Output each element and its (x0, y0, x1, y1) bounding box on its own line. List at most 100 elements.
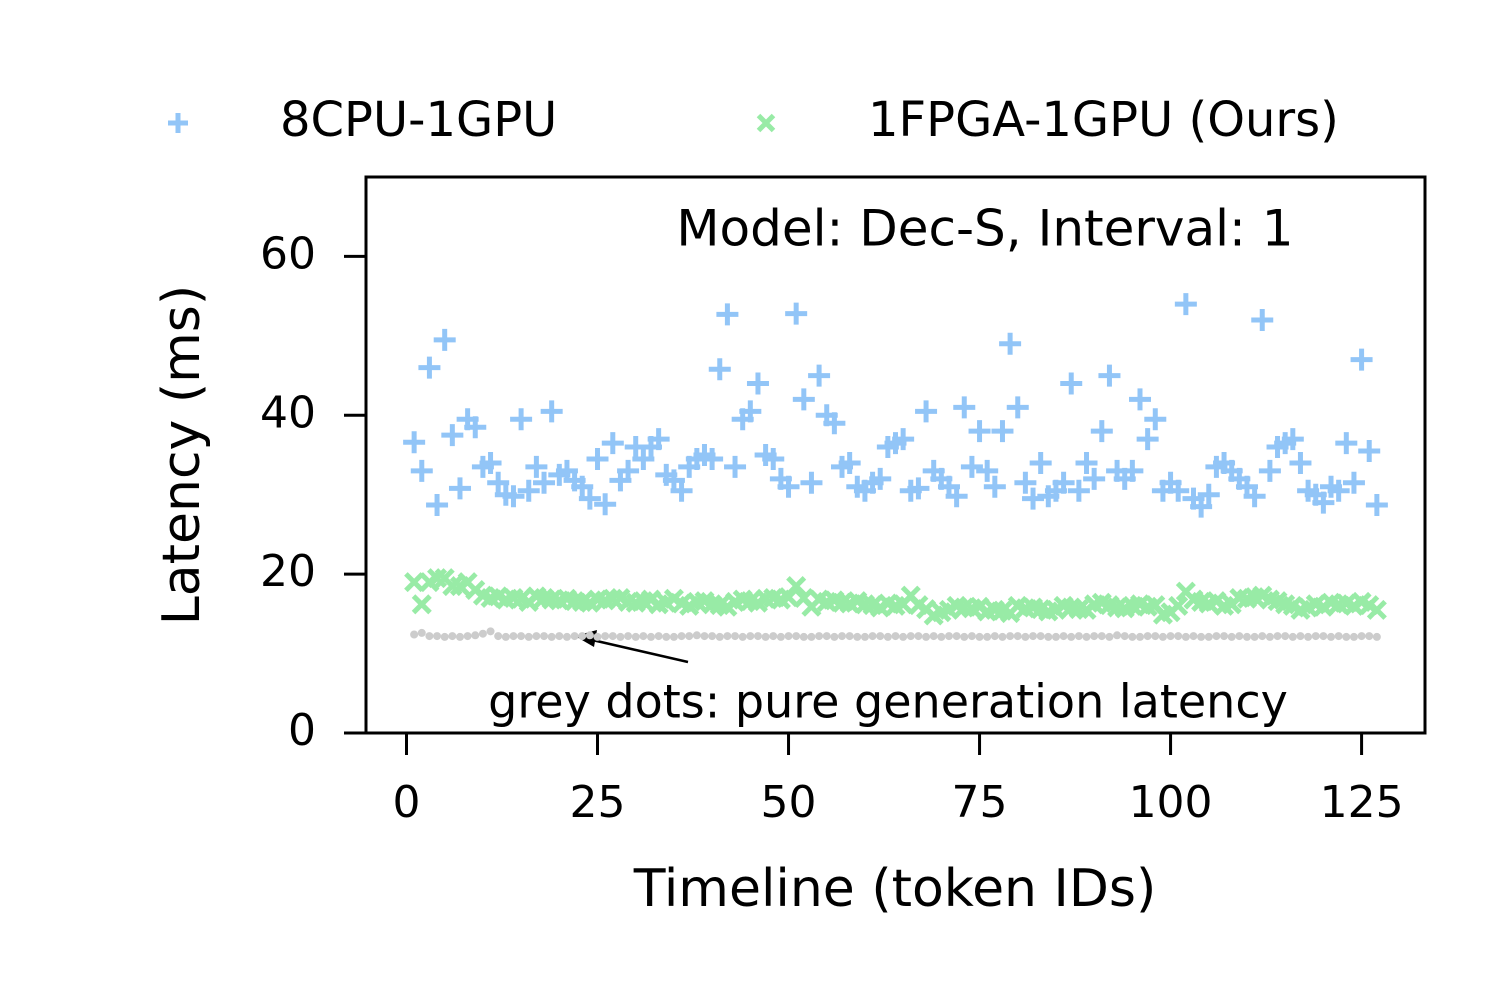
dot-marker (1158, 632, 1167, 641)
dot-marker (692, 631, 701, 640)
y-axis-label: Latency (ms) (152, 285, 212, 625)
plus-marker (533, 471, 556, 494)
dot-marker (723, 632, 732, 641)
x-tick-label: 25 (570, 777, 626, 828)
dot-marker (1197, 632, 1206, 641)
dot-marker (1258, 632, 1267, 641)
dot-marker (669, 632, 678, 641)
dot-marker (815, 632, 824, 641)
dot-marker (1204, 632, 1213, 641)
plus-marker (1342, 471, 1365, 494)
dot-marker (1051, 632, 1060, 641)
x-marker (786, 576, 807, 597)
dot-marker (1029, 632, 1038, 641)
plus-marker (892, 428, 915, 451)
plus-marker (418, 356, 441, 379)
dot-marker (1059, 632, 1068, 641)
dot-marker (677, 632, 686, 641)
dot-marker (1021, 632, 1030, 641)
y-tick-label: 60 (260, 228, 316, 279)
dot-marker (1288, 632, 1297, 641)
dot-marker (1349, 632, 1358, 641)
x-tick-label: 50 (761, 777, 817, 828)
plus-marker (601, 432, 624, 455)
x-marker (404, 572, 425, 593)
dot-marker (753, 632, 762, 641)
dot-marker (1265, 632, 1274, 641)
plus-marker (1327, 479, 1350, 502)
dot-marker (731, 632, 740, 641)
dot-marker (990, 632, 999, 641)
dot-marker (967, 632, 976, 641)
plus-marker (823, 412, 846, 435)
arrow-head (575, 630, 597, 647)
dot-marker (1296, 632, 1305, 641)
x-axis-label: Timeline (token IDs) (633, 859, 1157, 919)
plus-marker (1365, 494, 1388, 517)
plus-marker (1289, 451, 1312, 474)
plus-marker (708, 358, 731, 381)
y-tick-label: 20 (260, 546, 316, 597)
plus-marker (976, 459, 999, 482)
dot-marker (914, 632, 923, 641)
plus-marker (502, 485, 525, 508)
dot-marker (1006, 632, 1015, 641)
dot-marker (807, 632, 816, 641)
dot-marker (876, 632, 885, 641)
dot-marker (1082, 632, 1091, 641)
plus-marker (1350, 348, 1373, 371)
plus-marker (1006, 396, 1029, 419)
plus-marker (632, 447, 655, 470)
dot-marker (1151, 632, 1160, 641)
dot-marker (1235, 632, 1244, 641)
dot-marker (509, 632, 518, 641)
dot-marker (838, 632, 847, 641)
dot-marker (578, 632, 587, 641)
dot-marker (1334, 632, 1343, 641)
plus-marker (945, 485, 968, 508)
dot-marker (1342, 632, 1351, 641)
dot-marker (639, 632, 648, 641)
dot-marker (1113, 631, 1122, 640)
dot-marker (463, 632, 472, 641)
x-tick-label: 75 (952, 777, 1008, 828)
dot-marker (1220, 632, 1229, 641)
plus-marker (586, 447, 609, 470)
plus-marker (1281, 428, 1304, 451)
dot-marker (776, 632, 785, 641)
dot-marker (524, 632, 533, 641)
plus-marker (1243, 485, 1266, 508)
plus-marker (426, 494, 449, 517)
dot-marker (891, 632, 900, 641)
dot-marker (1273, 632, 1282, 641)
plus-marker (1258, 459, 1281, 482)
plus-marker (1312, 491, 1335, 514)
plus-marker (1358, 440, 1381, 463)
y-tick-label: 40 (260, 387, 316, 438)
dot-marker (929, 632, 938, 641)
plus-marker (670, 479, 693, 502)
plus-marker (1075, 451, 1098, 474)
plus-marker (464, 416, 487, 439)
dot-marker (822, 632, 831, 641)
dot-marker (868, 632, 877, 641)
plus-marker (739, 400, 762, 423)
plus-marker (1251, 308, 1274, 331)
dot-marker (1189, 632, 1198, 641)
plus-marker (1136, 428, 1159, 451)
plus-marker (1098, 364, 1121, 387)
x-tick-label: 0 (392, 777, 420, 828)
dot-marker (1227, 632, 1236, 641)
plus-marker (1144, 408, 1167, 431)
dot-marker (455, 632, 464, 641)
x-marker (756, 113, 776, 133)
dot-marker (494, 632, 503, 641)
plus-marker (999, 332, 1022, 355)
plus-marker (517, 479, 540, 502)
dot-marker (1013, 632, 1022, 641)
plus-marker (800, 471, 823, 494)
dot-marker (471, 631, 480, 640)
plus-marker (1167, 479, 1190, 502)
dot-marker (1166, 632, 1175, 641)
